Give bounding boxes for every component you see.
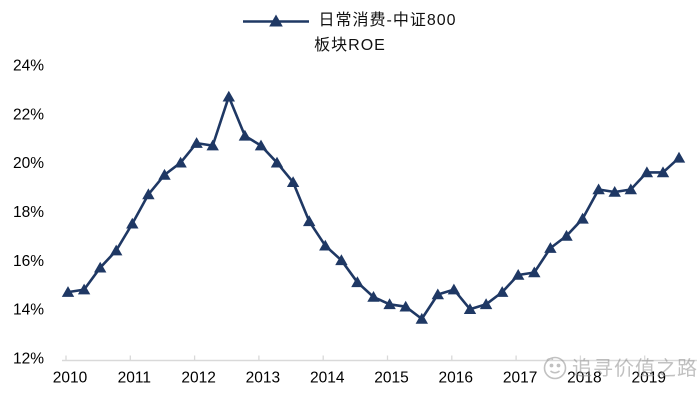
x-tick-label: 2012: [181, 370, 215, 387]
y-tick-label: 24%: [13, 57, 44, 74]
data-point-marker: [61, 286, 75, 297]
data-point-marker: [126, 217, 139, 229]
data-point-marker: [190, 137, 203, 148]
data-point-marker: [335, 254, 348, 266]
data-point-marker: [367, 291, 380, 302]
data-point-marker: [158, 168, 171, 180]
y-tick-label: 20%: [13, 155, 44, 172]
data-point-marker: [110, 244, 123, 256]
legend-series-label-line2: 板块ROE: [314, 37, 386, 54]
data-point-marker: [77, 283, 91, 295]
data-point-marker: [303, 215, 316, 227]
x-tick-label: 2017: [503, 370, 537, 387]
chart-legend: 日常消费-中证800 板块ROE: [0, 10, 700, 57]
data-point-marker: [415, 312, 428, 324]
data-point-marker: [640, 166, 654, 178]
data-point-marker: [479, 298, 493, 310]
roe-line-series: [67, 95, 680, 321]
legend-line-marker-icon: [243, 14, 310, 27]
data-point-marker: [592, 183, 605, 195]
data-point-marker: [576, 212, 589, 224]
x-tick-label: 2016: [439, 370, 473, 387]
data-point-marker: [351, 276, 364, 288]
data-point-marker: [672, 151, 686, 163]
data-point-marker: [319, 239, 332, 251]
data-point-marker: [270, 156, 284, 168]
x-tick-label: 2013: [246, 370, 280, 387]
data-point-marker: [174, 156, 187, 168]
y-tick-label: 16%: [13, 253, 44, 270]
x-tick-label: 2014: [310, 370, 345, 387]
data-point-marker: [383, 298, 396, 310]
y-tick-label: 12%: [13, 351, 44, 368]
data-point-marker: [528, 266, 541, 278]
data-point-marker: [656, 166, 670, 178]
data-point-marker: [463, 303, 477, 314]
x-tick-label: 2015: [374, 370, 408, 387]
data-point-marker: [399, 300, 412, 312]
data-point-marker: [560, 229, 573, 241]
y-tick-label: 22%: [13, 106, 44, 123]
x-tick-label: 2018: [567, 370, 601, 387]
data-point-marker: [447, 283, 461, 295]
legend-entry: 日常消费-中证800: [243, 10, 456, 32]
data-point-marker: [238, 129, 252, 141]
y-tick-label: 18%: [13, 204, 44, 221]
data-point-marker: [496, 286, 509, 297]
data-point-marker: [608, 186, 621, 197]
data-point-marker: [544, 242, 557, 253]
data-point-marker: [431, 288, 444, 300]
x-tick-label: 2010: [53, 370, 88, 387]
data-point-marker: [624, 183, 637, 195]
data-point-marker: [512, 269, 525, 280]
x-tick-label: 2019: [631, 370, 665, 387]
legend-series-label: 日常消费-中证800: [318, 12, 457, 29]
data-point-marker: [286, 176, 300, 187]
y-tick-label: 14%: [13, 302, 44, 319]
data-point-marker: [94, 261, 107, 273]
x-tick-label: 2011: [118, 370, 151, 387]
data-point-marker: [142, 188, 155, 200]
data-point-marker: [206, 139, 219, 151]
data-point-marker: [254, 139, 268, 151]
data-point-marker: [222, 90, 235, 102]
